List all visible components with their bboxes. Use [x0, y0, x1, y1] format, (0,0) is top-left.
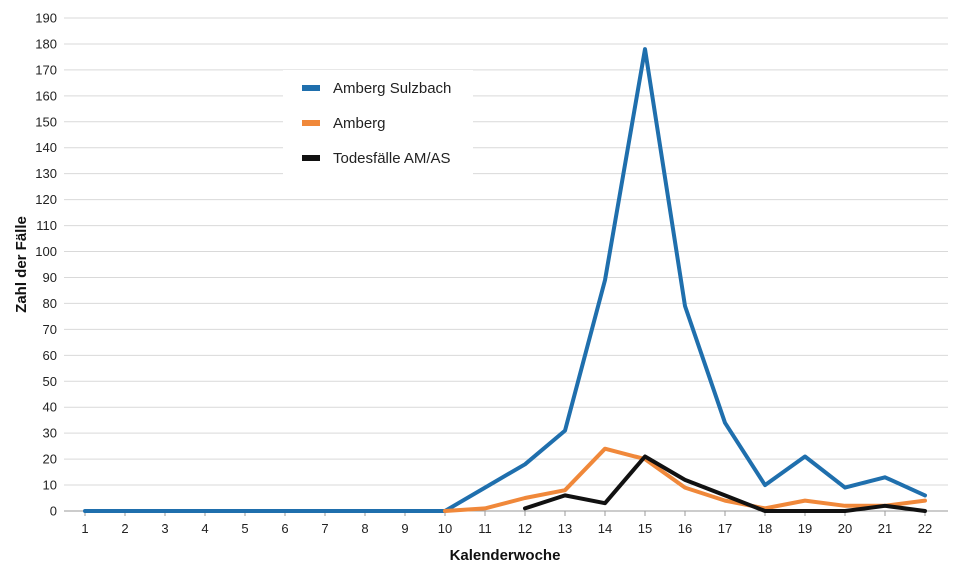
gridlines	[64, 17, 948, 512]
series-line-1	[83, 47, 927, 513]
series-lines	[83, 47, 927, 513]
x-tick-label: 17	[718, 521, 732, 536]
y-tick-label: 140	[35, 140, 57, 155]
x-tick-label: 3	[161, 521, 168, 536]
y-tick-label: 20	[43, 452, 57, 467]
y-axis-title: Zahl der Fälle	[13, 216, 30, 313]
x-tick-label: 11	[478, 521, 492, 536]
x-tick-label: 10	[438, 521, 452, 536]
y-tick-label: 180	[35, 36, 57, 51]
series-line-3	[523, 454, 927, 513]
x-tick-label: 1	[81, 521, 88, 536]
x-tick-label: 21	[878, 521, 892, 536]
x-tick-label: 9	[401, 521, 408, 536]
x-axis-ticks: 1 2 3 4 5 6 7 8 9 10 11 12 13 14 15 16 17 18 19 20 21 22	[81, 511, 932, 536]
x-tick-label: 14	[598, 521, 612, 536]
series-line-2	[443, 446, 927, 513]
x-axis-title: Kalenderwoche	[450, 547, 561, 564]
y-tick-label: 160	[35, 88, 57, 103]
y-tick-label: 60	[43, 348, 57, 363]
x-tick-label: 15	[638, 521, 652, 536]
y-tick-label: 110	[36, 218, 57, 233]
x-tick-label: 18	[758, 521, 772, 536]
y-tick-label: 120	[35, 192, 57, 207]
y-tick-label: 150	[35, 114, 57, 129]
x-tick-label: 4	[201, 521, 208, 536]
y-tick-label: 0	[50, 504, 57, 519]
x-tick-label: 2	[121, 521, 128, 536]
legend: Amberg Sulzbach Amberg Todesfälle AM/AS	[283, 70, 473, 176]
x-tick-label: 6	[281, 521, 288, 536]
legend-entry-label: Todesfälle AM/AS	[333, 150, 451, 167]
y-tick-label: 40	[43, 400, 57, 415]
y-tick-label: 70	[43, 322, 57, 337]
y-tick-label: 50	[43, 374, 57, 389]
x-tick-label: 19	[798, 521, 812, 536]
y-tick-label: 100	[35, 244, 57, 259]
legend-entry-label: Amberg	[333, 115, 386, 132]
x-tick-label: 12	[518, 521, 532, 536]
legend-entry-label: Amberg Sulzbach	[333, 80, 451, 97]
x-tick-label: 16	[678, 521, 692, 536]
y-tick-label: 90	[43, 270, 57, 285]
x-tick-label: 22	[918, 521, 932, 536]
y-tick-label: 80	[43, 296, 57, 311]
y-axis-ticks: 0 10 20 30 40 50 60 70 80 90 100 110 120 130 140 150 160…	[35, 11, 57, 519]
x-tick-label: 7	[321, 521, 328, 536]
x-tick-label: 20	[838, 521, 852, 536]
y-tick-label: 190	[35, 11, 57, 26]
x-tick-label: 5	[241, 521, 248, 536]
y-tick-label: 170	[35, 62, 57, 77]
y-tick-label: 30	[43, 426, 57, 441]
y-tick-label: 10	[43, 478, 57, 493]
x-tick-label: 13	[558, 521, 572, 536]
x-tick-label: 8	[361, 521, 368, 536]
y-tick-label: 130	[35, 166, 57, 181]
